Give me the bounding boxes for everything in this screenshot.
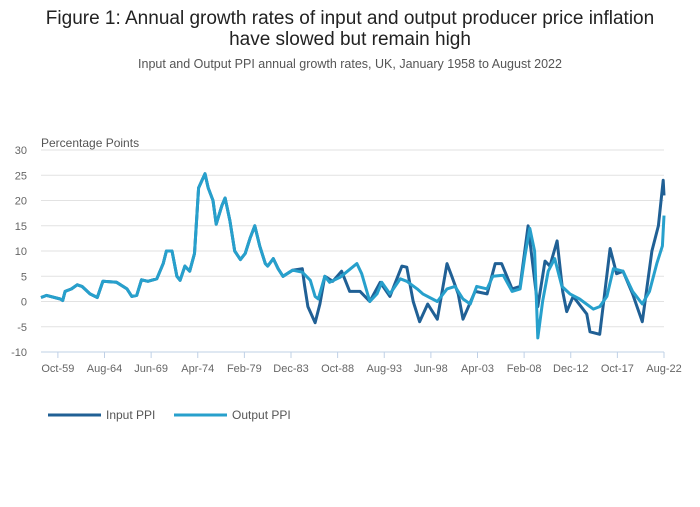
chart-title-line-1: Figure 1: Annual growth rates of input a… xyxy=(46,8,654,29)
x-tick-label: Feb-08 xyxy=(507,363,542,375)
x-tick-label: Dec-83 xyxy=(273,363,308,375)
gridlines xyxy=(41,149,664,328)
y-tick-label: 25 xyxy=(15,170,27,182)
legend-label: Input PPI xyxy=(106,408,155,422)
x-axis: Oct-59 Aug-64 Jun-69 Apr-74 Feb-79 Dec-83 Oct-… xyxy=(41,351,682,375)
y-tick-label: 5 xyxy=(21,271,27,283)
y-tick-label: 0 xyxy=(21,297,27,309)
y-tick-label: 20 xyxy=(15,196,27,208)
x-tick-label: Jun-69 xyxy=(134,363,168,375)
x-tick-label: Aug-64 xyxy=(87,363,122,375)
legend-label: Output PPI xyxy=(232,408,291,422)
y-tick-label: 30 xyxy=(15,145,27,157)
y-tick-label: 10 xyxy=(15,246,27,258)
x-tick-label: Apr-03 xyxy=(461,363,494,375)
chart-title-line-2: have slowed but remain high xyxy=(229,29,471,50)
x-tick-label: Oct-17 xyxy=(601,363,634,375)
series-lines xyxy=(40,172,666,340)
x-tick-label: Aug-93 xyxy=(367,363,402,375)
y-tick-label: 15 xyxy=(15,221,27,233)
chart-subtitle: Input and Output PPI annual growth rates… xyxy=(138,57,562,71)
x-tick-label: Feb-79 xyxy=(227,363,262,375)
x-tick-label: Oct-88 xyxy=(321,363,354,375)
y-axis-label: Percentage Points xyxy=(41,136,139,150)
series-line-output-ppi xyxy=(40,172,666,340)
x-tick-label: Apr-74 xyxy=(181,363,214,375)
x-tick-label: Oct-59 xyxy=(41,363,74,375)
x-tick-label: Dec-12 xyxy=(553,363,588,375)
x-tick-label: Aug-22 xyxy=(646,363,681,375)
series-line-input-ppi xyxy=(40,172,666,336)
y-tick-label: -10 xyxy=(11,347,27,359)
y-axis: -10 -5 0 5 10 15 20 25 30 xyxy=(11,145,27,359)
x-tick-label: Jun-98 xyxy=(414,363,448,375)
legend: Input PPI Output PPI xyxy=(48,408,291,422)
y-tick-label: -5 xyxy=(17,322,27,334)
